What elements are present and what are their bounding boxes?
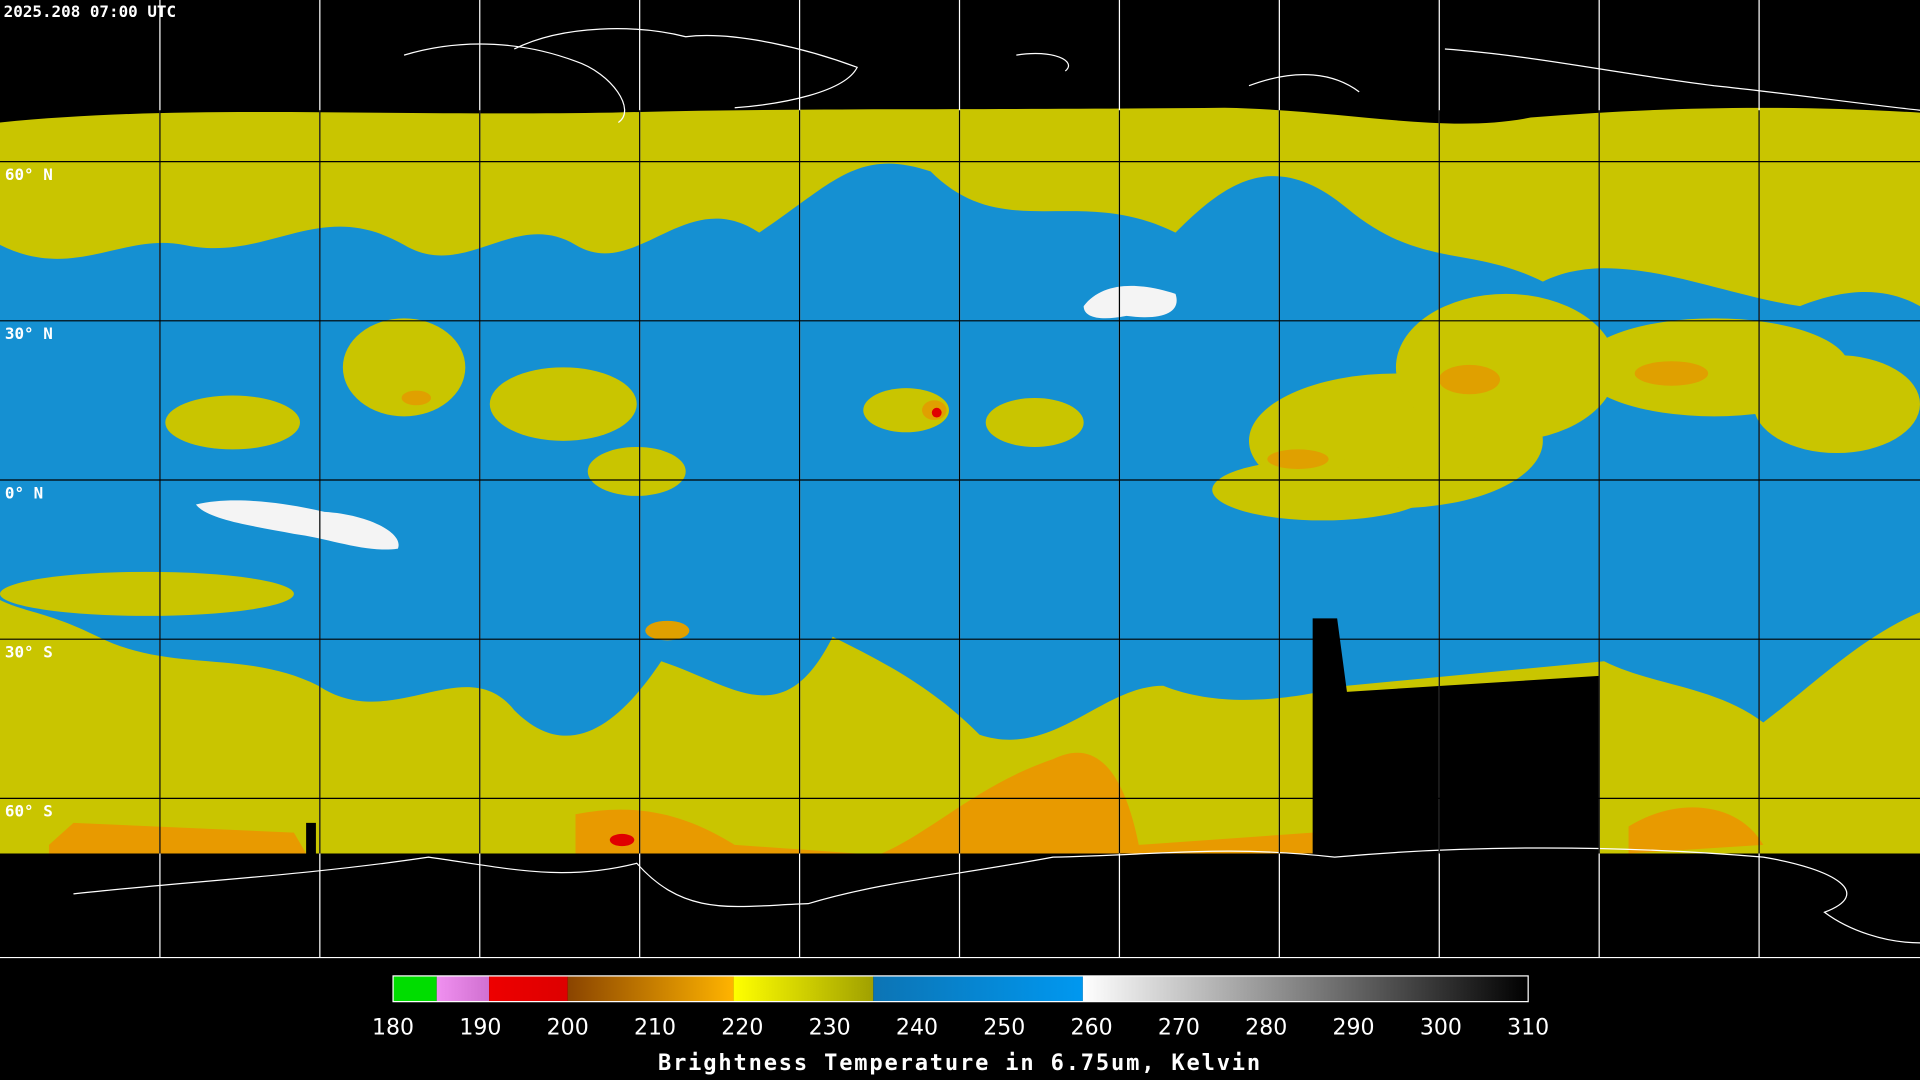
southern-warm-band [48,752,1764,854]
latitude-label: 30° S [5,643,53,662]
colorbar-tick-label: 220 [721,1016,763,1041]
missing-data [1312,618,1600,858]
colorbar-segment [1082,975,1529,1002]
polar-coastlines [73,28,1920,944]
colorbar-tick-label: 180 [372,1016,414,1041]
warm-dry-patches [195,285,1177,550]
antarctic-edge [0,822,1920,858]
colorbar-tick-label: 290 [1333,1016,1375,1041]
colorbar-tick-label: 190 [459,1016,501,1041]
colorbar-tick-label: 240 [896,1016,938,1041]
latitude-label: 0° N [5,483,43,502]
cloud-clusters [0,293,1920,616]
colorbar-segment [733,975,874,1002]
colorbar-segment [393,975,437,1002]
cold-cloud-tops [401,361,1709,641]
latitude-label: 30° N [5,324,53,343]
latitude-label: 60° S [5,802,53,821]
colorbar-tick-label: 270 [1158,1016,1200,1041]
colorbar-tick-label: 250 [983,1016,1025,1041]
colorbar-tick-label: 280 [1245,1016,1287,1041]
colorbar-title: Brightness Temperature in 6.75um, Kelvin [658,1051,1262,1076]
colorbar-segment [873,975,1083,1002]
graticule [159,0,1760,958]
colorbar-tick-label: 310 [1507,1016,1549,1041]
colorbar-tick-label: 260 [1071,1016,1113,1041]
timestamp: 2025.208 07:00 UTC [4,2,176,21]
colorbar: 180 190 200 210 220 230 240 250 260 270 280 290 300 3… [372,975,1549,1041]
coldest-pixels [609,407,942,847]
colorbar-tick-label: 230 [809,1016,851,1041]
colorbar-segment [567,975,734,1002]
colorbar-tick-label: 200 [547,1016,589,1041]
colorbar-segment [436,975,490,1002]
colorbar-tick-label: 300 [1420,1016,1462,1041]
latitude-label: 60° N [5,165,53,184]
colorbar-tick-label: 210 [634,1016,676,1041]
colorbar-frame [392,975,1529,1003]
colorbar-segment [489,975,568,1002]
